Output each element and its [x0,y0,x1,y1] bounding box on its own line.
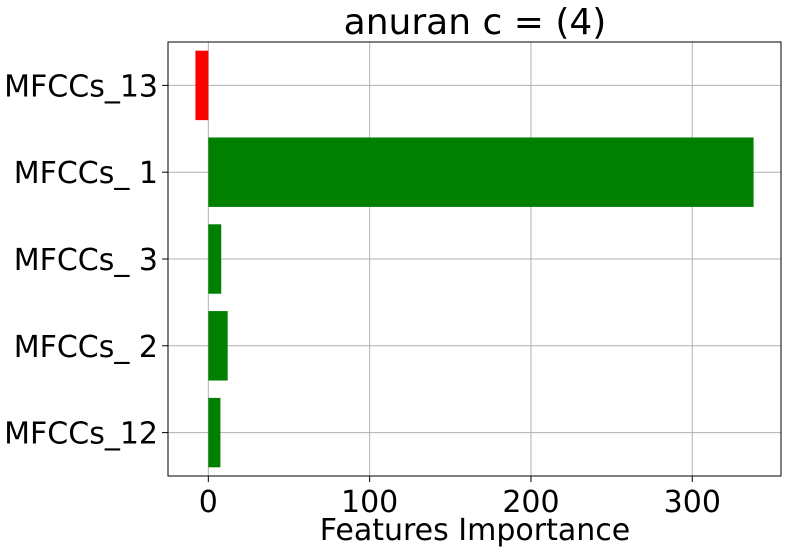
x-tick-label: 100 [341,485,398,520]
bar-mfccs-2 [208,311,228,381]
bar-mfccs-1 [208,137,754,207]
grid-lines [168,42,781,476]
bar-mfccs-13 [195,50,209,121]
y-tick-label: MFCCs_13 [4,69,158,104]
chart-title: anuran c = (4) [344,2,607,43]
y-tick-label: MFCCs_ 2 [14,330,158,365]
x-tick-label: 0 [199,485,218,520]
bars [195,50,754,468]
x-tick-label: 300 [664,485,721,520]
bar-mfccs-12 [208,397,221,468]
y-tick-label: MFCCs_12 [4,417,158,452]
y-axis-ticks: MFCCs_12 MFCCs_ 2 MFCCs_ 3 MFCCs_ 1 MFCCs_13 [4,69,168,452]
y-tick-label: MFCCs_ 3 [14,243,158,278]
x-axis-ticks: 0 100 200 300 [199,476,721,520]
y-tick-label: MFCCs_ 1 [14,156,158,191]
x-tick-label: 200 [502,485,559,520]
x-axis-label: Features Importance [320,513,630,548]
bar-mfccs-3 [208,224,222,294]
